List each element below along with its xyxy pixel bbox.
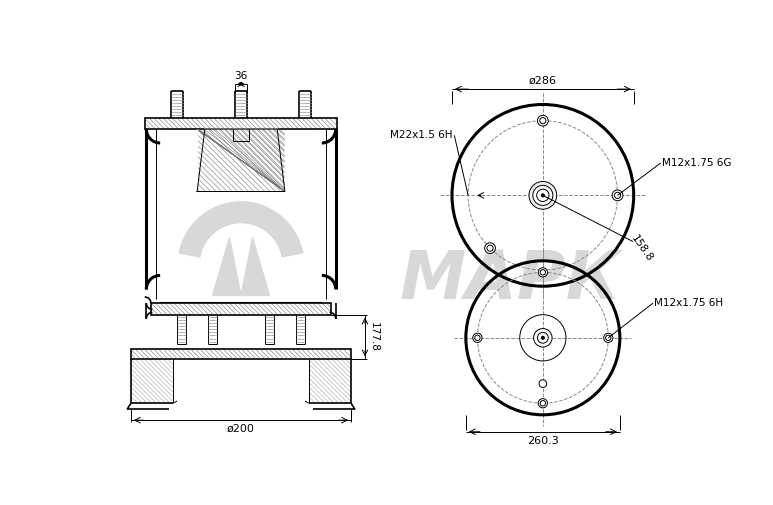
Bar <box>145 118 337 129</box>
Text: M22x1.5 6H: M22x1.5 6H <box>390 130 453 140</box>
Circle shape <box>538 268 547 277</box>
Text: 177.8: 177.8 <box>369 322 379 352</box>
Circle shape <box>529 181 557 209</box>
Circle shape <box>612 190 623 201</box>
Text: ø286: ø286 <box>529 76 557 86</box>
Circle shape <box>533 185 553 206</box>
Text: 36: 36 <box>234 71 247 81</box>
Circle shape <box>539 380 547 387</box>
Text: M12x1.75 6H: M12x1.75 6H <box>655 298 724 308</box>
Circle shape <box>541 336 544 339</box>
Circle shape <box>541 194 544 197</box>
Text: 158.8: 158.8 <box>629 234 655 264</box>
Text: ø200: ø200 <box>227 424 255 434</box>
Circle shape <box>473 333 482 342</box>
Text: МАРК: МАРК <box>400 247 621 313</box>
Text: 260.3: 260.3 <box>527 436 559 445</box>
Circle shape <box>537 115 548 126</box>
Circle shape <box>604 333 613 342</box>
Circle shape <box>538 398 547 408</box>
Text: M12x1.75 6G: M12x1.75 6G <box>662 158 732 168</box>
Bar <box>151 303 331 315</box>
Circle shape <box>485 243 495 254</box>
Polygon shape <box>241 238 270 295</box>
Polygon shape <box>197 129 285 191</box>
Bar <box>131 349 351 360</box>
Circle shape <box>533 329 552 347</box>
Polygon shape <box>213 238 241 295</box>
